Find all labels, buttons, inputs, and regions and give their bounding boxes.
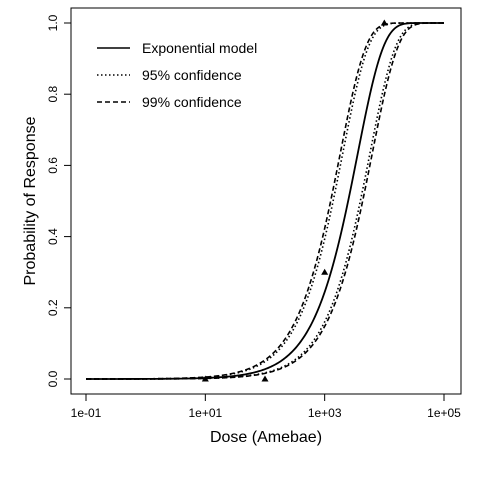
x-tick-label: 1e+05 [427, 406, 461, 420]
plot-frame [70, 7, 462, 395]
legend-label-95-confidence: 95% confidence [142, 67, 242, 83]
y-tick-label: 0.0 [46, 370, 60, 387]
95-confidence-upper-curve [86, 22, 444, 380]
x-axis: 1e-01 1e+01 1e+03 1e+05 [71, 393, 461, 420]
99-confidence-lower-curve [86, 22, 444, 380]
data-point [321, 268, 329, 275]
x-axis-title: Dose (Amebae) [210, 429, 322, 446]
x-tick-label: 1e-01 [71, 406, 102, 420]
y-tick-label: 0.8 [46, 86, 60, 103]
x-tick-label: 1e+03 [308, 406, 342, 420]
legend-label-exponential-model: Exponential model [142, 40, 257, 56]
y-tick-label: 0.4 [46, 228, 60, 245]
observed-points-layer [201, 19, 388, 382]
y-axis-title: Probability of Response [22, 116, 39, 285]
y-axis: 0.0 0.2 0.4 0.6 0.8 1.0 [46, 14, 72, 387]
data-point [261, 375, 269, 382]
y-tick-label: 1.0 [46, 14, 60, 31]
y-tick-label: 0.6 [46, 157, 60, 174]
95-confidence-lower-curve [86, 22, 444, 380]
data-point [380, 19, 388, 26]
legend: Exponential model 95% confidence 99% confi… [97, 40, 257, 110]
y-tick-label: 0.2 [46, 299, 60, 316]
exponential-model-curve [86, 22, 444, 380]
x-tick-label: 1e+01 [188, 406, 222, 420]
legend-label-99-confidence: 99% confidence [142, 94, 242, 110]
data-point [201, 375, 209, 382]
curves-layer [86, 22, 444, 380]
99-confidence-upper-curve [86, 22, 444, 380]
